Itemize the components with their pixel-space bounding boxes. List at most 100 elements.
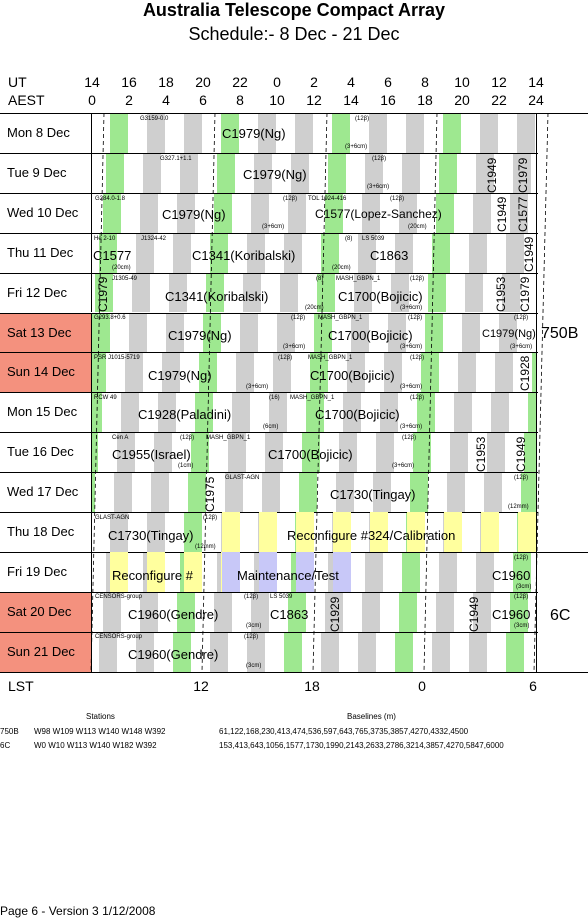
baselines-title: Baselines (m) (347, 712, 396, 721)
ut-tick: 18 (158, 74, 174, 90)
lst-stripe (113, 472, 132, 512)
row-divider (0, 272, 538, 274)
ut-tick: 16 (121, 74, 137, 90)
lst-stripe (147, 113, 165, 153)
lst-stripe (324, 192, 343, 233)
baselines-750b: 61,122,168,230,413,474,536,597,643,765,3… (219, 727, 469, 736)
block-label: C1341(Koribalski) (192, 248, 296, 263)
lst-stripe (224, 472, 243, 512)
row-divider (0, 352, 538, 354)
stations-title: Stations (86, 712, 115, 721)
lst-stripe (139, 591, 158, 632)
lst-stripe (505, 631, 524, 672)
lavender-stripe (222, 551, 240, 592)
lst-stripe (376, 432, 395, 473)
lst-stripe (505, 232, 524, 273)
day-cell: Thu 11 Dec (0, 232, 92, 273)
band-label: (3+6cm) (262, 224, 285, 230)
lst-stripe (517, 113, 535, 153)
vertical-block-label: C1975 (203, 476, 217, 512)
lst-stripe (135, 232, 154, 273)
source-label: RCW 49 (94, 395, 117, 401)
lst-stripe (450, 432, 469, 473)
lst-stripe (431, 631, 450, 672)
vertical-block-label: C1929 (328, 596, 342, 632)
vertical-block-label: C1979 (96, 276, 110, 312)
day-cell: Fri 12 Dec (0, 272, 92, 313)
aest-tick: 4 (162, 92, 170, 108)
band-label: (20cm) (408, 224, 427, 230)
day-cell: Sat 20 Dec (0, 591, 92, 632)
lst-stripe (439, 551, 458, 592)
block-label: Reconfigure #324/Calibration (287, 528, 456, 543)
vertical-block-label: C1577 (516, 196, 530, 232)
lst-stripe (147, 512, 165, 552)
lst-tick: 12 (193, 678, 209, 694)
lst-stripe (254, 152, 273, 193)
source-label: He 2-10 (94, 236, 116, 242)
day-label: Tue 9 Dec (7, 164, 67, 180)
day-cell: Wed 17 Dec (0, 472, 92, 512)
source-label: G3159-0.0 (140, 116, 169, 122)
block-label: Reconfigure # (112, 568, 193, 583)
lst-stripe (272, 352, 291, 393)
lst-stripe (394, 232, 413, 273)
lst-stripe (443, 113, 461, 153)
source-label: MASH_GBPN_1 (308, 355, 353, 361)
array-label: (12β) (514, 594, 529, 600)
aest-tick: 22 (491, 92, 507, 108)
ut-label: UT (8, 74, 27, 90)
day-cell: Sun 21 Dec (0, 631, 92, 672)
lst-stripe (476, 152, 495, 193)
vertical-block-label: C1928 (518, 355, 532, 391)
lst-stripe (102, 192, 121, 233)
lst-stripe (295, 113, 313, 153)
source-label: MASH_GBPN_1 (318, 315, 363, 321)
page-footer: Page 6 - Version 3 1/12/2008 (0, 904, 156, 918)
lst-stripe (365, 551, 384, 592)
source-label: GLAST-AGN (225, 475, 260, 481)
block-label: C1700(Bojicic) (310, 368, 395, 383)
lst-stripe (387, 312, 406, 353)
source-label: CENSORS-group (95, 634, 143, 640)
day-label: Wed 17 Dec (7, 484, 79, 500)
aest-tick: 20 (454, 92, 470, 108)
row-divider (0, 192, 538, 194)
lst-stripe (235, 352, 254, 393)
ut-tick: 0 (273, 74, 281, 90)
lst-stripe (446, 472, 465, 512)
vertical-block-label: C1949 (522, 236, 536, 272)
ut-tick: 2 (310, 74, 318, 90)
block-label: C1979(Ng) (482, 328, 536, 340)
block-label: C1979(Ng) (222, 126, 286, 141)
array-label: (12β) (410, 395, 425, 401)
lst-stripe (491, 392, 510, 433)
lst-stripe (480, 113, 498, 153)
row-divider (0, 312, 538, 314)
block-label: C1979(Ng) (162, 207, 226, 222)
block-label: C1960(Gendre) (128, 647, 219, 662)
baselines-6c: 153,413,643,1056,1577,1730,1990,2143,263… (219, 741, 504, 750)
block-label: C1863 (370, 248, 409, 263)
aest-tick: 2 (125, 92, 133, 108)
day-cell: Sun 14 Dec (0, 352, 92, 393)
lst-stripe (265, 432, 284, 473)
lst-stripe (243, 272, 262, 313)
array-label: (12β) (291, 315, 306, 321)
lst-stripe (280, 272, 299, 313)
config-label: 750B (541, 325, 579, 342)
source-label: MASH_GBPN_1 (290, 395, 335, 401)
lst-stripe (483, 472, 502, 512)
lst-stripe (465, 272, 484, 313)
vertical-block-label: C1949 (467, 596, 481, 632)
lst-stripe (213, 192, 232, 233)
array-label: (12β) (180, 435, 195, 441)
lst-label: LST (8, 678, 34, 694)
aest-label: AEST (8, 92, 45, 108)
band-label: (12mm) (508, 504, 529, 510)
lst-stripe (291, 152, 310, 193)
block-label: C1979(Ng) (148, 368, 212, 383)
lst-stripe (269, 392, 288, 433)
vertical-block-label: C1979 (518, 276, 532, 312)
yellow-stripe (222, 512, 240, 552)
